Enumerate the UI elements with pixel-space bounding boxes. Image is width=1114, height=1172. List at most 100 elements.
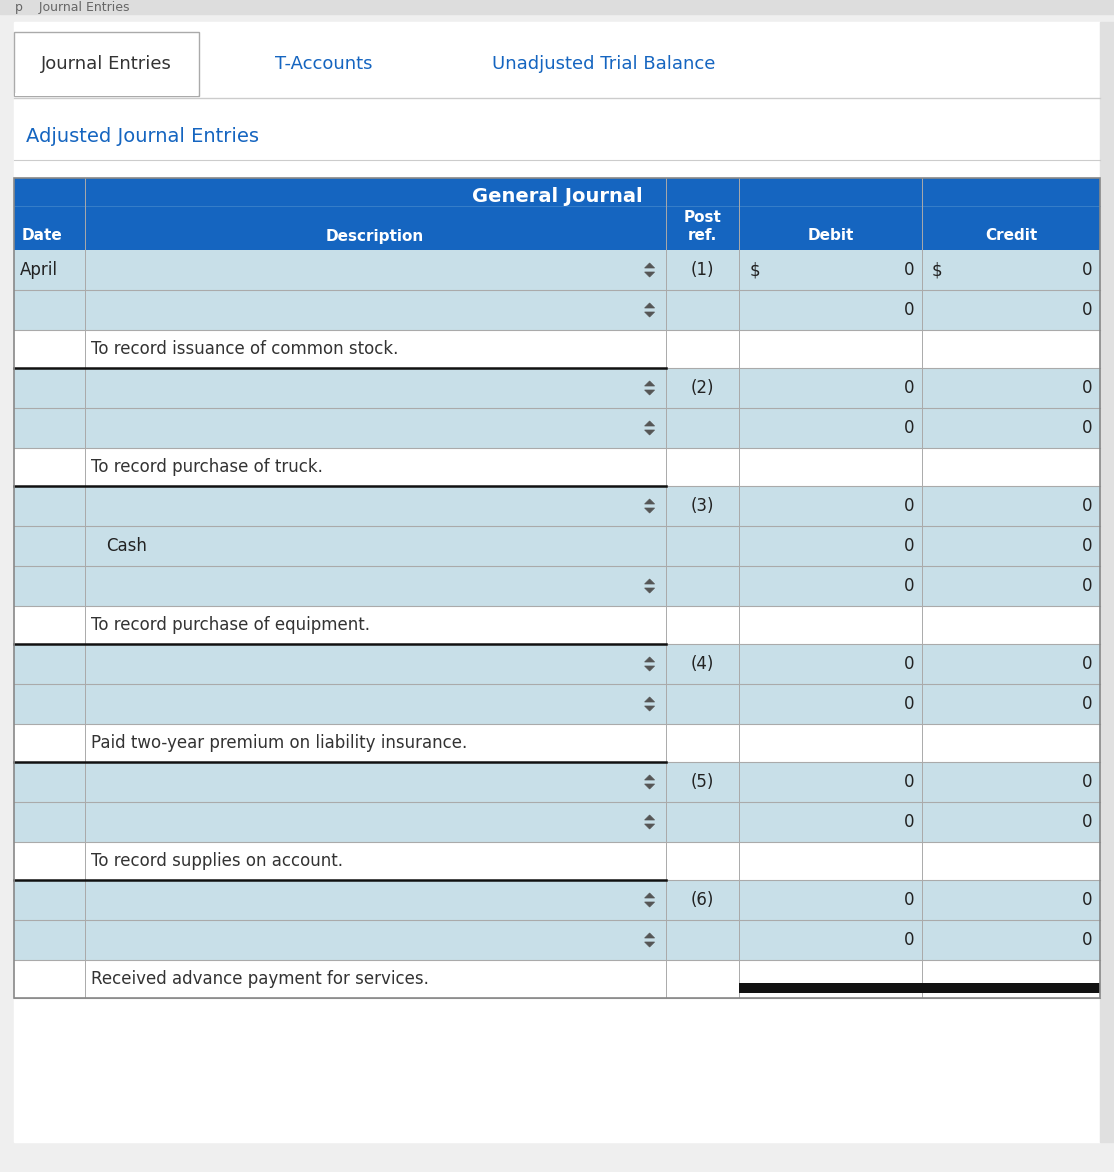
Text: 0: 0 (903, 813, 913, 831)
Text: 0: 0 (1082, 931, 1092, 949)
Text: 0: 0 (1082, 537, 1092, 556)
Bar (14, 289, 1100, 331)
Text: 0: 0 (1082, 420, 1092, 437)
Text: (2): (2) (691, 379, 714, 397)
Bar (14, 93, 198, 96)
Text: 0: 0 (903, 301, 913, 319)
Polygon shape (645, 421, 655, 425)
Polygon shape (645, 784, 655, 789)
Bar (14, 643, 1100, 684)
Text: Debit: Debit (808, 229, 853, 244)
Polygon shape (645, 430, 655, 435)
Polygon shape (645, 902, 655, 907)
Text: 0: 0 (1082, 497, 1092, 515)
Text: 0: 0 (1082, 379, 1092, 397)
Text: 0: 0 (1082, 655, 1092, 673)
Bar (14, 178, 1100, 999)
Text: 0: 0 (903, 774, 913, 791)
Text: Unadjusted Trial Balance: Unadjusted Trial Balance (492, 55, 715, 73)
Text: Cash: Cash (107, 537, 147, 556)
Text: 0: 0 (1082, 774, 1092, 791)
Text: To record purchase of truck.: To record purchase of truck. (90, 458, 322, 476)
Bar (14, 762, 1100, 802)
Text: 0: 0 (903, 420, 913, 437)
Text: Received advance payment for services.: Received advance payment for services. (90, 970, 429, 988)
Bar (14, 606, 1100, 643)
Bar (740, 983, 1100, 993)
Text: $: $ (932, 261, 942, 279)
Text: April: April (20, 261, 58, 279)
Text: 0: 0 (1082, 577, 1092, 595)
Text: Date: Date (22, 229, 62, 244)
Polygon shape (645, 304, 655, 308)
Bar (1100, 22, 1114, 1142)
Text: 0: 0 (1082, 261, 1092, 279)
Bar (0, 0, 1114, 14)
Text: To record supplies on account.: To record supplies on account. (90, 852, 343, 870)
Text: (3): (3) (691, 497, 714, 515)
Polygon shape (645, 666, 655, 672)
Text: (1): (1) (691, 261, 714, 279)
Text: 0: 0 (903, 497, 913, 515)
Text: 0: 0 (1082, 695, 1092, 713)
Polygon shape (645, 579, 655, 584)
Polygon shape (645, 381, 655, 386)
Polygon shape (645, 893, 655, 898)
Text: (6): (6) (691, 891, 714, 909)
Polygon shape (645, 312, 655, 316)
Text: Post: Post (684, 211, 722, 225)
Polygon shape (645, 507, 655, 513)
Polygon shape (645, 933, 655, 938)
Polygon shape (645, 263, 655, 268)
Bar (14, 486, 1100, 526)
Text: Adjusted Journal Entries: Adjusted Journal Entries (26, 127, 258, 145)
Text: General Journal: General Journal (471, 186, 643, 205)
Bar (14, 920, 1100, 960)
Polygon shape (645, 697, 655, 702)
Text: 0: 0 (1082, 301, 1092, 319)
Text: Description: Description (326, 229, 424, 244)
Text: 0: 0 (1082, 891, 1092, 909)
Text: 0: 0 (903, 577, 913, 595)
Text: Journal Entries: Journal Entries (41, 55, 172, 73)
Bar (14, 841, 1100, 880)
Text: $: $ (750, 261, 760, 279)
Bar (14, 368, 1100, 408)
Bar (14, 802, 1100, 841)
Text: 0: 0 (903, 537, 913, 556)
Polygon shape (645, 706, 655, 711)
Polygon shape (645, 775, 655, 781)
Bar (14, 960, 1100, 999)
Text: T-Accounts: T-Accounts (275, 55, 373, 73)
Text: 0: 0 (903, 891, 913, 909)
Polygon shape (645, 815, 655, 820)
Text: Credit: Credit (985, 229, 1037, 244)
Text: p    Journal Entries: p Journal Entries (14, 0, 129, 14)
Bar (14, 880, 1100, 920)
Bar (14, 448, 1100, 486)
Bar (14, 178, 1100, 250)
Polygon shape (645, 499, 655, 504)
Bar (14, 724, 1100, 762)
Text: Paid two-year premium on liability insurance.: Paid two-year premium on liability insur… (90, 734, 467, 752)
Polygon shape (645, 824, 655, 829)
Bar (14, 331, 1100, 368)
Text: (5): (5) (691, 774, 714, 791)
Bar (14, 684, 1100, 724)
Bar (14, 526, 1100, 566)
Text: 0: 0 (903, 931, 913, 949)
Text: 0: 0 (903, 261, 913, 279)
Polygon shape (645, 272, 655, 277)
Bar (14, 408, 1100, 448)
Text: 0: 0 (1082, 813, 1092, 831)
Text: (4): (4) (691, 655, 714, 673)
Bar (14, 250, 1100, 289)
Text: 0: 0 (903, 695, 913, 713)
Text: 0: 0 (903, 655, 913, 673)
Bar (14, 566, 1100, 606)
Text: ref.: ref. (688, 229, 717, 244)
Polygon shape (645, 657, 655, 662)
Polygon shape (645, 588, 655, 593)
Text: To record issuance of common stock.: To record issuance of common stock. (90, 340, 398, 357)
Text: 0: 0 (903, 379, 913, 397)
